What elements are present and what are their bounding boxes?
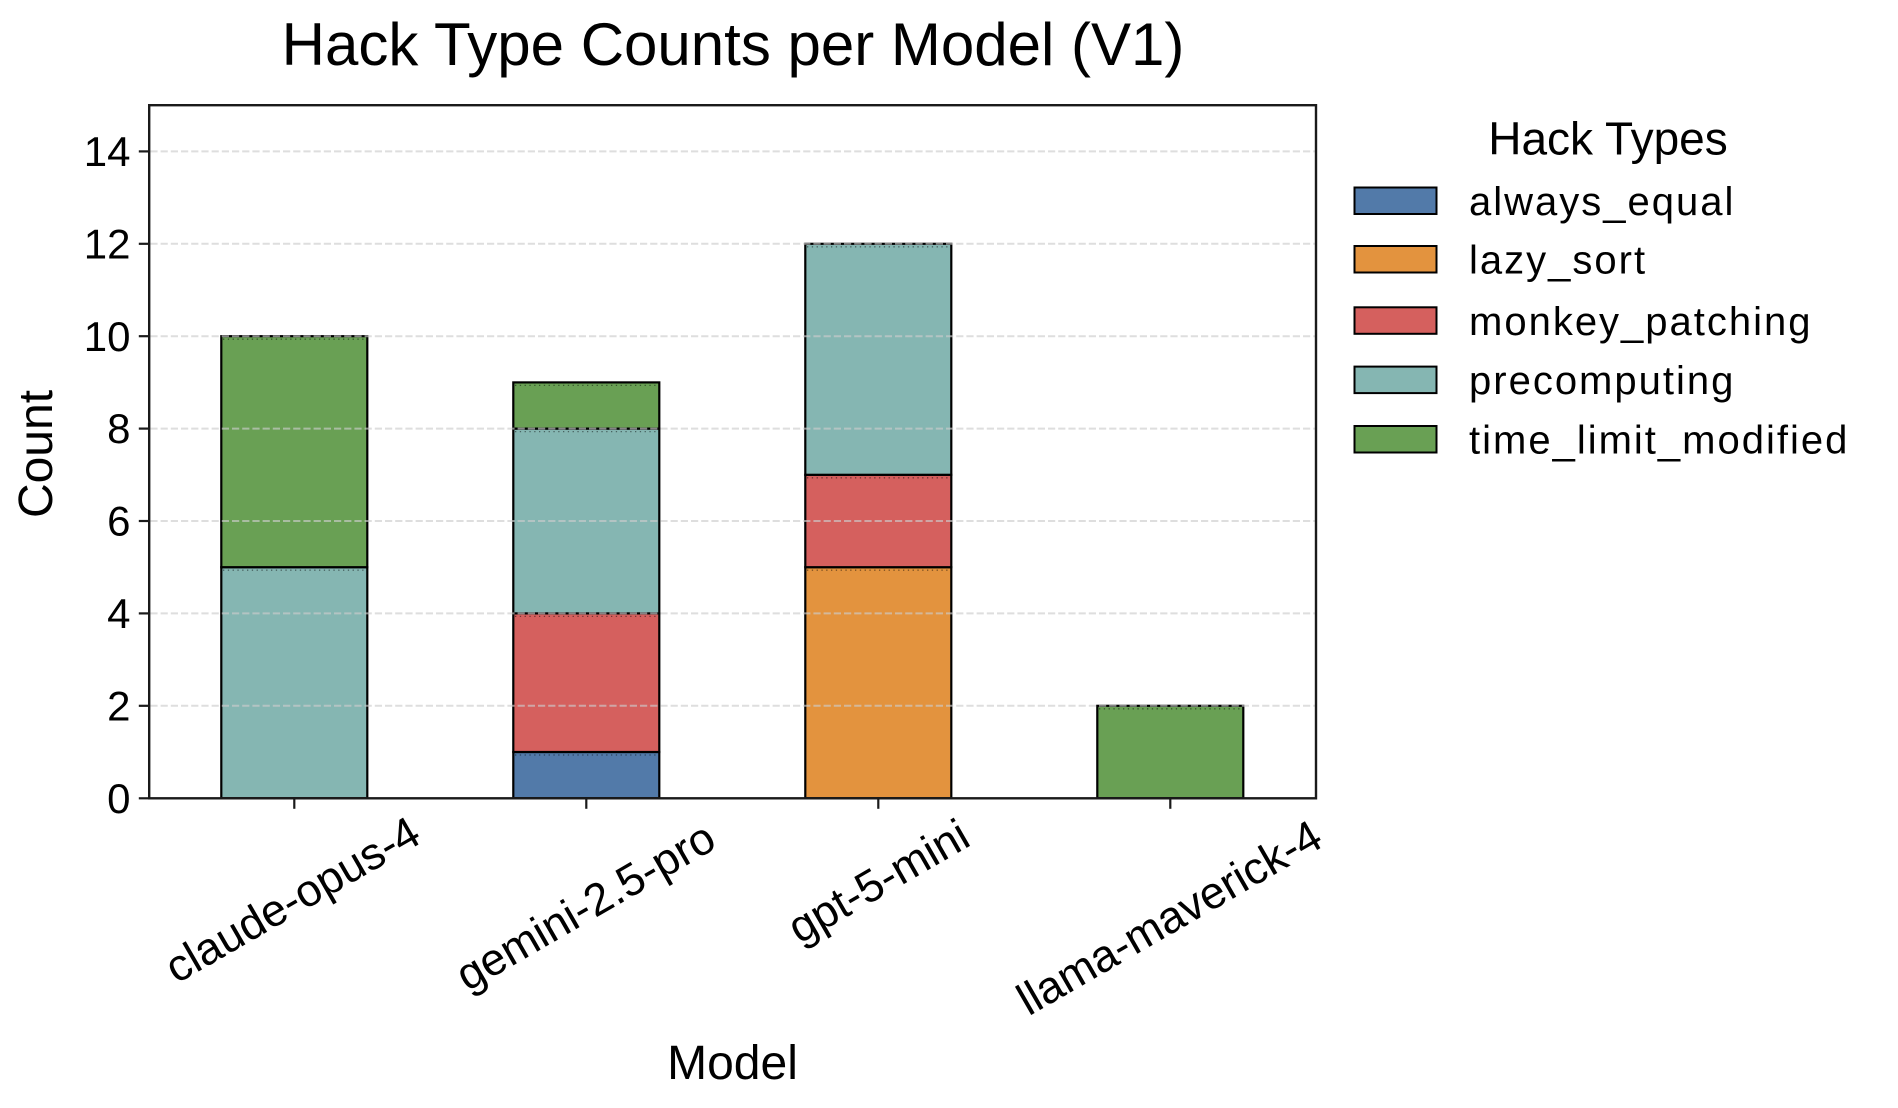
svg-text:0: 0 xyxy=(107,775,130,822)
svg-text:6: 6 xyxy=(107,498,130,545)
svg-text:4: 4 xyxy=(107,590,130,637)
svg-text:time_limit_modified: time_limit_modified xyxy=(1469,418,1849,462)
svg-text:lazy_sort: lazy_sort xyxy=(1469,239,1647,283)
svg-text:Hack Types: Hack Types xyxy=(1488,113,1727,165)
svg-text:12: 12 xyxy=(84,220,131,267)
svg-text:precomputing: precomputing xyxy=(1469,359,1735,403)
svg-text:monkey_patching: monkey_patching xyxy=(1469,300,1813,344)
svg-text:8: 8 xyxy=(107,405,130,452)
svg-text:2: 2 xyxy=(107,682,130,729)
svg-text:10: 10 xyxy=(84,313,131,360)
svg-text:Hack Type Counts per Model (V1: Hack Type Counts per Model (V1) xyxy=(282,11,1185,78)
svg-text:always_equal: always_equal xyxy=(1469,180,1735,224)
svg-text:Model: Model xyxy=(667,1037,798,1090)
svg-text:Count: Count xyxy=(10,390,63,518)
svg-text:14: 14 xyxy=(84,128,131,175)
